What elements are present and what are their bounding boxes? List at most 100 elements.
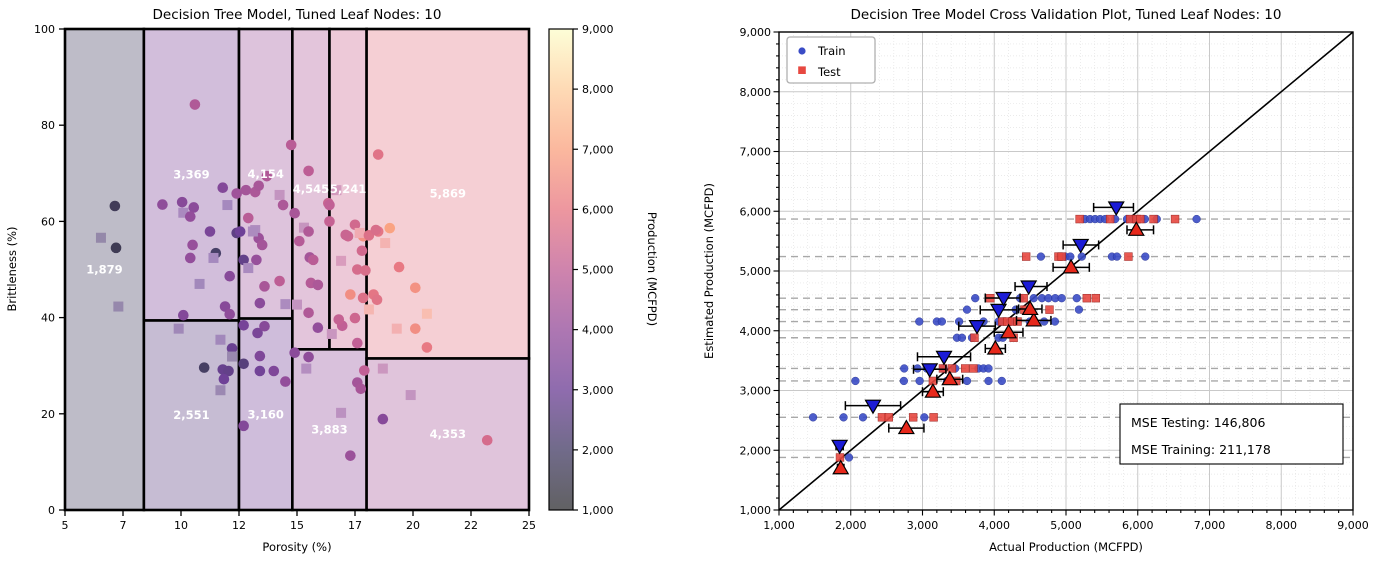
train-point [920, 413, 929, 422]
tree-region [142, 319, 241, 512]
scatter-point-train [289, 207, 300, 219]
train-mean-marker [1072, 238, 1090, 254]
scatter-point-train [349, 312, 361, 324]
scatter-point-test [405, 390, 416, 401]
scatter-point-test [95, 232, 106, 243]
scatter-point-train [238, 319, 249, 331]
scatter-point-train [219, 301, 231, 312]
scatter-point-train [352, 337, 363, 349]
scatter-point-train [303, 226, 314, 237]
test-point [884, 413, 893, 422]
legend-train-label: Train [817, 44, 846, 58]
scatter-point-train [224, 308, 236, 320]
scatter-point-train [340, 229, 352, 241]
scatter-point-train [324, 199, 335, 211]
scatter-point-train [294, 235, 305, 247]
tree-region [291, 348, 368, 512]
test-point [960, 364, 970, 373]
y-tick-label: 3,000 [740, 385, 772, 398]
x-tick-label: 5,000 [1050, 519, 1082, 532]
train-point [1066, 252, 1075, 261]
decision-tree-plot: 1,879 3,369 2,551 4,154 3,160 4,545 5,241 3,883… [5, 7, 659, 554]
x-tick-label: 12 [232, 519, 246, 532]
train-point [984, 376, 993, 386]
region-mean-label: 4,353 [430, 427, 466, 441]
scatter-point-train [393, 261, 405, 273]
test-mean-marker [832, 459, 850, 475]
scatter-point-train [421, 342, 433, 353]
scatter-point-train [377, 413, 389, 425]
test-mean-marker [1000, 323, 1018, 339]
legend-box [786, 36, 876, 84]
colorbar-tick-label: 8,000 [582, 83, 614, 96]
scatter-point-test [298, 222, 309, 233]
scatter-point-train [352, 264, 363, 275]
legend-test-label: Test [817, 65, 841, 79]
scatter-point-train [259, 281, 270, 292]
train-point [957, 333, 967, 342]
test-mean-marker [941, 370, 959, 386]
train-point [915, 376, 924, 386]
legend-train-marker [798, 47, 806, 55]
y-tick-label: 60 [41, 215, 55, 228]
scatter-point-train [280, 376, 291, 387]
tree-region [365, 357, 531, 512]
scatter-point-train [226, 343, 238, 354]
scatter-point-train [303, 307, 314, 319]
scatter-point-train [204, 226, 216, 237]
x-tick-label: 20 [406, 519, 420, 532]
scatter-point-train [253, 180, 265, 192]
train-point [1141, 252, 1150, 261]
scatter-point-test [274, 189, 285, 200]
train-point [899, 376, 908, 386]
train-point [1074, 305, 1084, 314]
scatter-point-train [251, 254, 262, 266]
scatter-point-train [312, 322, 324, 334]
test-point [970, 333, 979, 342]
scatter-point-test [247, 226, 258, 237]
scatter-point-test [280, 299, 291, 310]
y-tick-label: 40 [41, 312, 55, 325]
train-point [915, 317, 924, 326]
scatter-point-test [391, 323, 402, 334]
scatter-point-test [194, 278, 205, 289]
x-tick-label: 2,000 [835, 519, 867, 532]
y-tick-label: 80 [41, 119, 55, 132]
colorbar [548, 28, 574, 511]
test-point [969, 364, 978, 373]
test-point [1136, 214, 1145, 224]
test-point [1149, 214, 1158, 224]
right-yaxis-label: Estimated Production (MCFPD) [702, 183, 716, 359]
train-mean-marker [968, 319, 986, 335]
test-mean-marker [1062, 258, 1080, 274]
scatter-point-train [254, 350, 266, 362]
test-point [1082, 293, 1092, 303]
colorbar-tick-label: 1,000 [582, 504, 614, 517]
train-point [984, 364, 993, 373]
x-tick-label: 9,000 [1337, 519, 1369, 532]
train-point [1057, 294, 1066, 303]
scatter-point-train [355, 383, 367, 395]
scatter-point-test [113, 301, 124, 312]
region-mean-label: 4,545 [293, 182, 329, 196]
train-mean-marker [1020, 280, 1038, 296]
scatter-point-train [303, 165, 314, 177]
scatter-point-train [324, 216, 335, 227]
y-tick-label: 20 [41, 408, 55, 421]
test-point [1105, 214, 1115, 224]
train-point [971, 294, 980, 303]
y-tick-label: 0 [48, 504, 55, 517]
right-plot-title: Decision Tree Model Cross Validation Plo… [851, 7, 1282, 23]
y-tick-label: 2,000 [740, 444, 772, 457]
x-tick-label: 7,000 [1194, 519, 1226, 532]
scatter-point-test [331, 185, 342, 196]
colorbar-tick-label: 6,000 [582, 203, 614, 216]
train-point [808, 413, 818, 422]
test-point [938, 364, 948, 373]
scatter-point-train [360, 265, 371, 276]
scatter-point-test [301, 363, 312, 374]
scatter-point-train [285, 139, 297, 151]
scatter-point-test [377, 363, 388, 374]
tree-region [142, 27, 241, 322]
colorbar-label: Production (MCFPD) [645, 212, 659, 326]
